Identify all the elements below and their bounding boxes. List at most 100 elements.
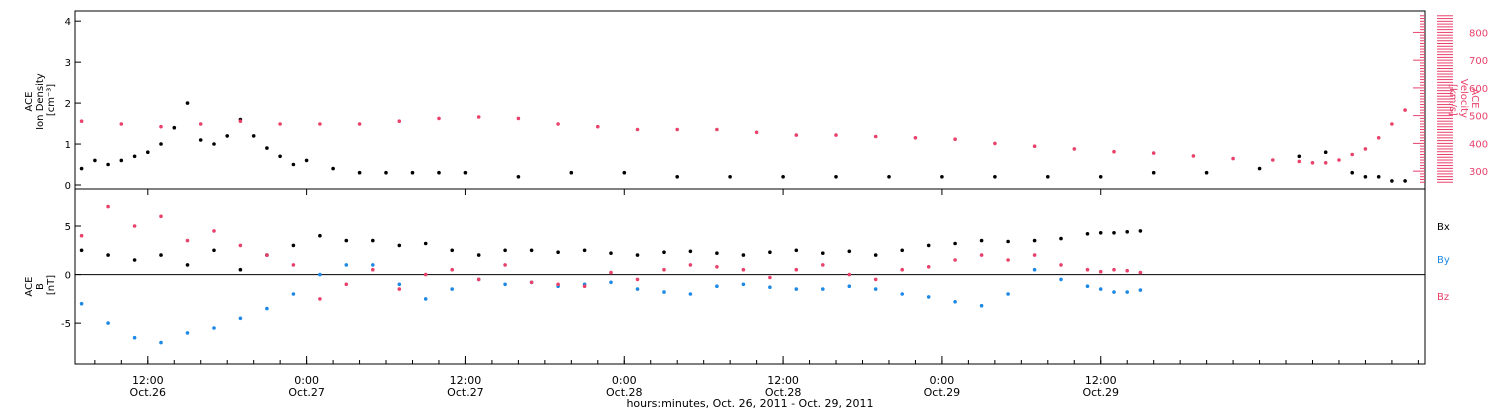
by-point <box>847 284 852 289</box>
bx-point <box>159 253 163 257</box>
bottom-panel-frame <box>74 188 1426 365</box>
legend-bz: Bz <box>1437 292 1449 303</box>
bx-point <box>423 241 428 246</box>
date-tick-label: Oct.27 <box>288 386 325 399</box>
bz-point <box>662 267 666 272</box>
legend-by: By <box>1437 255 1450 266</box>
velocity-point <box>238 119 243 123</box>
by-point <box>318 272 322 277</box>
by-point <box>159 340 163 345</box>
density-tick-label: 2 <box>65 99 71 110</box>
time-tick-label: 12:00 <box>1085 374 1117 387</box>
density-point <box>622 170 627 175</box>
velocity-point <box>318 122 322 126</box>
bz-point <box>1085 267 1090 272</box>
velocity-point <box>754 130 759 135</box>
b-tick-label: -5 <box>61 319 71 330</box>
density-point <box>384 170 388 175</box>
density-point <box>278 154 282 159</box>
bz-point <box>926 265 931 269</box>
bz-point <box>1138 270 1143 275</box>
density-point <box>1297 154 1302 159</box>
date-tick-label: Oct.26 <box>130 386 167 399</box>
density-point <box>463 170 468 175</box>
by-point <box>768 285 772 290</box>
by-point <box>873 287 878 291</box>
bx-point <box>688 249 693 254</box>
by-point <box>1006 292 1010 296</box>
by-point <box>265 306 269 311</box>
velocity-point <box>1191 154 1196 158</box>
velocity-point <box>1297 159 1302 164</box>
density-point <box>1350 170 1354 175</box>
bx-point <box>582 248 587 253</box>
density-point <box>146 150 150 154</box>
density-point <box>1098 175 1103 179</box>
velocity-point <box>516 116 521 121</box>
date-tick-label: Oct.28 <box>606 386 643 399</box>
bz-point <box>900 267 904 272</box>
by-point <box>1112 290 1116 294</box>
density-point <box>781 175 785 179</box>
density-point <box>331 166 335 171</box>
bx-point <box>1006 239 1010 244</box>
bx-point <box>609 251 613 255</box>
density-point <box>119 158 124 163</box>
top-panel-frame <box>74 10 1426 190</box>
bz-point <box>847 272 852 277</box>
bz-point <box>1006 258 1010 262</box>
bz-point <box>768 275 772 280</box>
date-tick-label: Oct.29 <box>924 386 961 399</box>
bz-point <box>185 238 190 243</box>
bz-point <box>1032 253 1037 257</box>
bz-point <box>688 263 693 267</box>
bz-point <box>238 243 243 248</box>
bx-point <box>635 253 640 257</box>
by-point <box>662 290 666 294</box>
density-tick-label: 1 <box>65 140 71 151</box>
density-point <box>185 101 190 105</box>
density-series <box>79 101 1407 183</box>
bz-point <box>503 263 507 267</box>
velocity-point <box>159 124 163 129</box>
density-point <box>291 162 296 167</box>
velocity-point <box>1337 158 1341 162</box>
top-panel: 0 1 2 3 4 300 400 500 600 700 800 ACE Ion Density… <box>24 10 1488 192</box>
density-point <box>569 170 574 175</box>
velocity-point <box>1112 149 1116 154</box>
velocity-point <box>1072 147 1077 151</box>
velocity-tick-label: 500 <box>1469 112 1488 123</box>
velocity-point <box>596 124 600 129</box>
velocity-point <box>1032 144 1037 148</box>
bz-point <box>635 277 640 282</box>
by-point <box>79 301 84 306</box>
density-point <box>1151 170 1156 175</box>
bx-point <box>529 248 534 253</box>
by-point <box>609 280 613 285</box>
bz-series <box>79 204 1143 301</box>
density-point <box>265 146 269 150</box>
bz-point <box>1125 268 1129 273</box>
density-point <box>993 175 997 179</box>
date-tick-label: Oct.29 <box>1082 386 1119 399</box>
density-point <box>93 158 97 163</box>
density-point <box>834 175 838 179</box>
by-point <box>635 287 640 291</box>
bx-point <box>79 248 84 253</box>
density-tick-label: 0 <box>65 181 71 192</box>
density-point <box>212 142 216 146</box>
velocity-axis-ticks: 300 400 500 600 700 800 <box>1413 15 1488 183</box>
bz-point <box>609 270 613 275</box>
velocity-series <box>79 108 1407 165</box>
by-point <box>900 292 904 296</box>
velocity-tick-label: 300 <box>1469 167 1488 178</box>
velocity-point <box>397 119 402 123</box>
bz-point <box>265 253 269 257</box>
date-tick-label: Oct.28 <box>765 386 802 399</box>
velocity-point <box>794 133 799 137</box>
velocity-point <box>476 115 481 119</box>
bz-point <box>1098 269 1103 274</box>
by-point <box>503 282 507 287</box>
density-point <box>516 175 521 179</box>
by-point <box>794 287 799 291</box>
